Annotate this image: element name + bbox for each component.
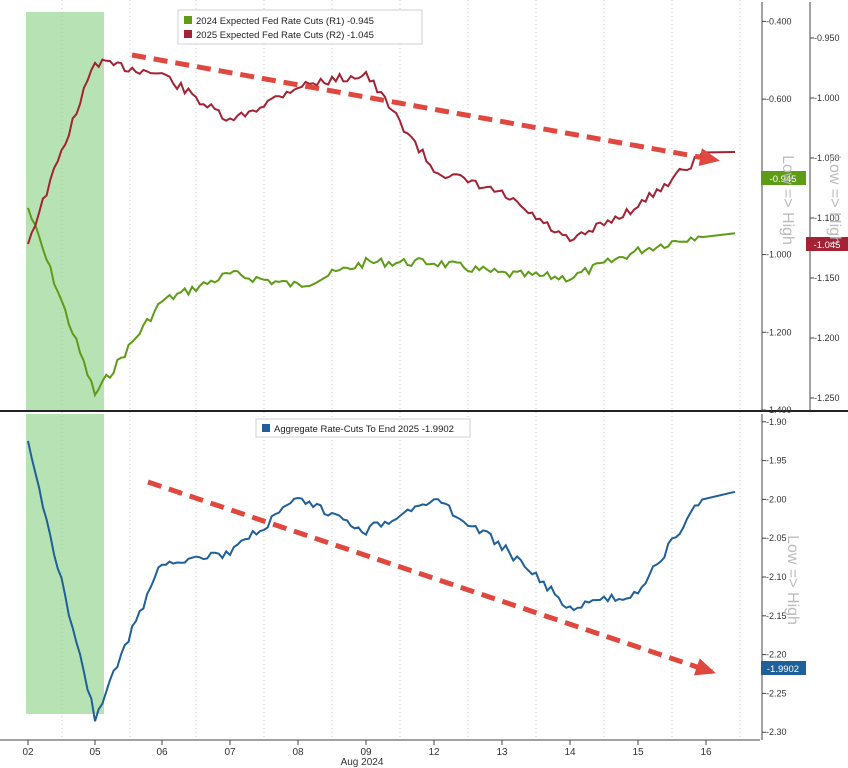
x-tick-label: 15	[632, 747, 644, 758]
legend-swatch-aggregate	[262, 424, 270, 432]
axis-r2-tick-label: -0.950	[814, 33, 840, 43]
trend-arrows	[131, 52, 720, 676]
legend-bottom-box	[255, 418, 471, 438]
axis-r2-tick-label: -1.050	[814, 153, 840, 163]
x-tick-label: 13	[496, 747, 508, 758]
legend-2024-label: 2024 Expected Fed Rate Cuts (R1) -0.945	[196, 16, 374, 27]
axis-r1-tick-label: -1.200	[766, 327, 792, 337]
series-lines	[27, 58, 736, 722]
axis-bottom-tick-label: -2.10	[766, 572, 787, 582]
x-axis: 02 05 06 07 08 09 12 13 14 15 16	[0, 739, 760, 758]
series-aggregate-line	[27, 440, 736, 722]
trend-arrow-bottom	[147, 479, 713, 675]
legend-bottom: Aggregate Rate-Cuts To End 2025 -1.9902	[255, 418, 471, 438]
axis-r1-tick-label: -0.400	[766, 16, 792, 26]
axis-bottom-tick-label: -2.15	[766, 611, 787, 621]
x-tick-label: 09	[360, 747, 372, 758]
series-2024-line	[27, 207, 736, 398]
axis-bottom-tick-label: -2.00	[766, 494, 787, 504]
axis-r2-tick-label: -1.200	[814, 333, 840, 343]
low-high-caption-r2: Low => High	[826, 155, 843, 245]
axis-bottom-tick-label: -1.95	[766, 456, 787, 466]
badge-2025-value: -1.045	[814, 240, 841, 251]
trend-arrow-top-head	[698, 148, 720, 167]
axis-r2-tick-label: -1.250	[814, 393, 840, 403]
low-high-caption-r1: Low => High	[779, 155, 796, 245]
legend-2025-label: 2025 Expected Fed Rate Cuts (R2) -1.045	[196, 30, 374, 41]
axes: -1.400-1.200-1.000-0.800-0.600-0.400-1.2…	[761, 2, 840, 740]
value-badges: -0.945 -1.045 -1.9902	[761, 171, 848, 675]
axis-r1-tick-label: -0.600	[766, 94, 792, 104]
legend-top-box	[177, 9, 423, 45]
axis-r1-tick-label: -1.400	[766, 405, 792, 415]
axis-bottom-tick-label: -2.25	[766, 688, 787, 698]
legend-top: 2024 Expected Fed Rate Cuts (R1) -0.945 …	[177, 9, 423, 45]
badge-2025-bg	[806, 237, 848, 251]
x-tick-label: 05	[89, 747, 101, 758]
badge-2024-value: -0.945	[770, 174, 797, 185]
x-tick-label: 16	[700, 747, 712, 758]
x-tick-label: 12	[428, 747, 440, 758]
badge-aggregate-bg	[761, 661, 806, 675]
badge-2024-bg	[761, 171, 806, 185]
axis-bottom-tick-label: -2.30	[766, 727, 787, 737]
badge-aggregate-value: -1.9902	[767, 664, 799, 675]
trend-arrow-top	[131, 52, 717, 163]
axis-bottom-tick-label: -2.20	[766, 650, 787, 660]
series-2025-line	[27, 58, 736, 245]
legend-swatch-2024	[184, 16, 192, 24]
low-high-caption-bottom: Low => High	[784, 535, 801, 625]
x-tick-label: 02	[22, 747, 34, 758]
axis-bottom-tick-label: -2.05	[766, 533, 787, 543]
axis-r1-tick-label: -1.000	[766, 250, 792, 260]
x-tick-label: 14	[564, 747, 576, 758]
x-tick-label: 08	[292, 747, 304, 758]
highlight-band-bottom	[26, 414, 104, 714]
axis-r2-tick-label: -1.000	[814, 93, 840, 103]
x-tick-label: 07	[224, 747, 236, 758]
trend-arrow-bottom-head	[693, 658, 716, 676]
axis-r2-tick-label: -1.150	[814, 273, 840, 283]
x-axis-caption: Aug 2024	[341, 757, 384, 768]
legend-aggregate-label: Aggregate Rate-Cuts To End 2025 -1.9902	[274, 424, 454, 435]
legend-swatch-2025	[184, 30, 192, 38]
axis-r2-tick-label: -1.100	[814, 213, 840, 223]
highlight-band-top	[26, 12, 104, 410]
x-tick-label: 06	[156, 747, 168, 758]
axis-bottom-tick-label: -1.90	[766, 417, 787, 427]
